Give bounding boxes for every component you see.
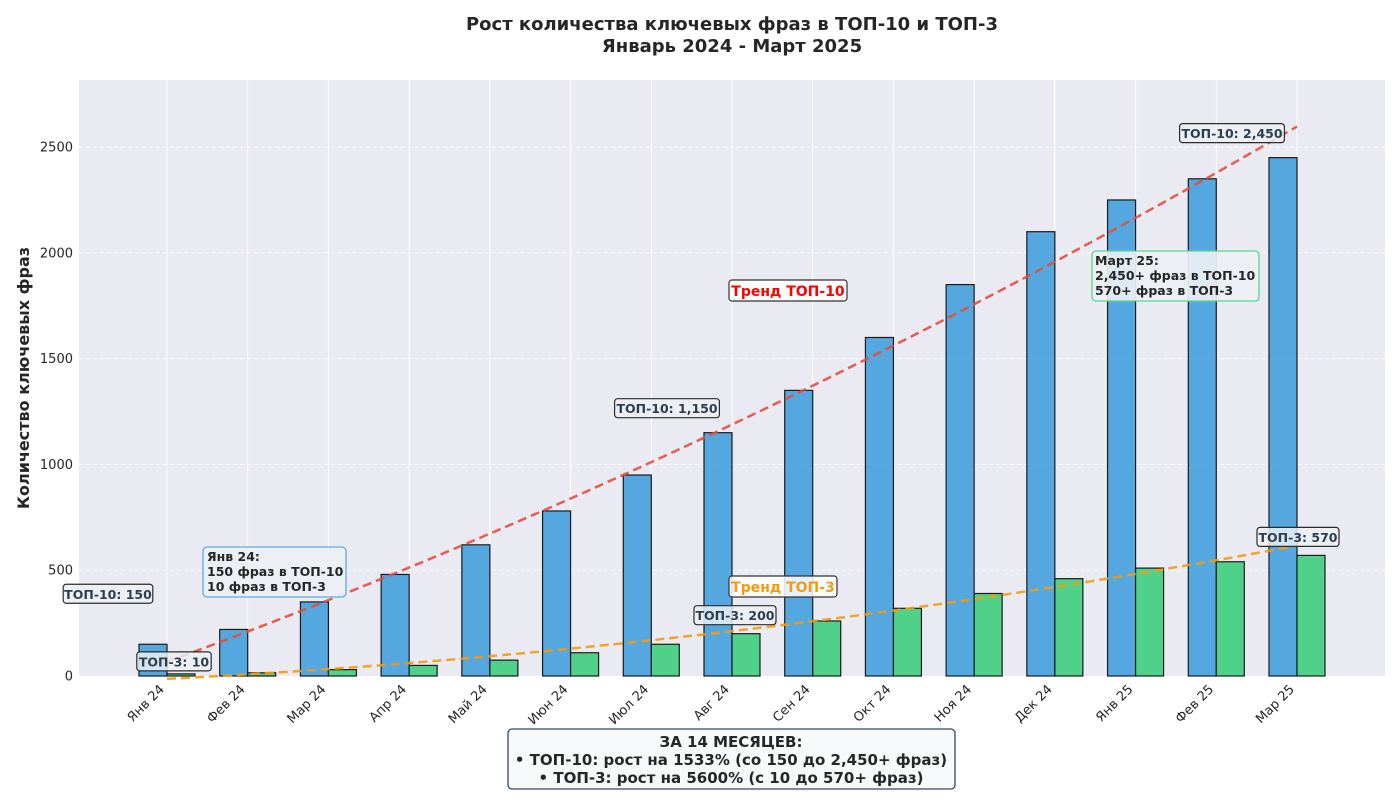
bar-top3 — [812, 620, 842, 677]
bar-top3 — [247, 672, 277, 677]
value-label: ТОП-10: 2,450 — [1178, 123, 1285, 144]
value-label-box — [1178, 123, 1285, 144]
y-tick-label: 500 — [48, 564, 73, 579]
x-axis-ticks: Янв 24 Фев 24 Мар 24 Апр 24 Май 24 Июн 24 Июл … — [125, 682, 1298, 728]
x-tick-label: Фев 24 — [204, 682, 248, 726]
chart-title: Рост количества ключевых фраз в ТОП-10 и… — [466, 14, 998, 35]
bar-top10 — [1268, 157, 1298, 677]
annotation-end: Март 25: 2,450+ фраз в ТОП-10 570+ фраз … — [1091, 250, 1260, 302]
y-axis-label: Количество ключевых фраз — [14, 247, 33, 509]
value-label-box — [1256, 526, 1340, 548]
value-label-box — [613, 398, 720, 419]
bar-top3 — [973, 592, 1003, 677]
value-label: ТОП-10: 150 — [62, 583, 154, 604]
bar-top3 — [166, 673, 196, 677]
bar-top10 — [703, 432, 733, 677]
summary-box: ЗА 14 МЕСЯЦЕВ: • ТОП-10: рост на 1533% (… — [507, 728, 956, 790]
x-tick-label: Дек 24 — [1012, 682, 1056, 726]
bar-top10 — [380, 573, 410, 677]
bar-top10 — [1026, 231, 1056, 677]
y-tick-label: 2000 — [40, 246, 73, 261]
bars — [138, 157, 1326, 677]
y-axis-ticks: 0 500 1000 1500 2000 2500 — [40, 141, 73, 685]
x-tick-label: Мар 24 — [285, 682, 330, 727]
y-tick-label: 1500 — [40, 352, 73, 367]
annotation-start-line-1: Янв 24: — [207, 549, 260, 564]
x-tick-label: Май 24 — [446, 682, 491, 727]
bar-top10 — [299, 601, 330, 677]
summary-line-2: • ТОП-10: рост на 1533% (со 150 до 2,450… — [515, 751, 947, 769]
value-label: ТОП-10: 1,150 — [613, 398, 720, 419]
bar-top3 — [650, 643, 680, 677]
annotation-end-line-1: Март 25: — [1095, 253, 1159, 268]
chart-subtitle: Январь 2024 - Март 2025 — [602, 36, 862, 57]
x-tick-label: Янв 25 — [1093, 682, 1136, 725]
annotation-end-line-2: 2,450+ фраз в ТОП-10 — [1095, 268, 1256, 283]
trend-top10-text: Тренд ТОП-10 — [731, 284, 845, 300]
bar-top3 — [408, 664, 438, 677]
x-tick-label: Мар 25 — [1253, 682, 1298, 727]
bar-top10 — [622, 474, 652, 677]
bar-top3 — [569, 652, 600, 677]
annotation-start-line-3: 10 фраз в ТОП-3 — [207, 579, 326, 594]
bar-top3 — [731, 633, 761, 677]
value-label-text: ТОП-10: 2,450 — [1181, 126, 1282, 141]
y-tick-label: 0 — [65, 670, 73, 685]
x-tick-label: Июл 24 — [606, 682, 652, 728]
annotation-end-line-3: 570+ фраз в ТОП-3 — [1095, 283, 1233, 298]
trend-top10-label: Тренд ТОП-10 — [728, 279, 848, 302]
annotation-start-line-2: 150 фраз в ТОП-10 — [207, 564, 344, 579]
annotation-start: Янв 24: 150 фраз в ТОП-10 10 фраз в ТОП-… — [202, 546, 347, 598]
bar-top3 — [489, 659, 519, 677]
trend-lines — [166, 125, 1298, 681]
bar-top3 — [1054, 578, 1084, 677]
value-label-text: ТОП-10: 1,150 — [616, 401, 717, 416]
value-label-box — [62, 583, 154, 604]
value-label: ТОП-3: 200 — [693, 605, 777, 626]
x-tick-label: Авг 24 — [691, 682, 733, 724]
x-tick-label: Янв 24 — [125, 682, 168, 725]
value-label: ТОП-3: 10 — [136, 651, 212, 672]
value-labels: ТОП-10: 150 ТОП-3: 10 ТОП-10: 1,150 ТОП-3: … — [62, 123, 1340, 672]
y-tick-label: 1000 — [40, 458, 73, 473]
bar-top3 — [1215, 561, 1245, 677]
x-tick-label: Сен 24 — [770, 682, 813, 725]
bar-top10 — [461, 544, 491, 677]
x-tick-label: Фев 25 — [1173, 682, 1217, 726]
bar-top3 — [1134, 567, 1165, 677]
x-tick-label: Июн 24 — [526, 682, 572, 728]
summary-line-3: • ТОП-3: рост на 5600% (с 10 до 570+ фра… — [539, 769, 924, 787]
bar-top3 — [327, 669, 358, 677]
value-label-text: ТОП-3: 10 — [139, 654, 210, 669]
x-tick-label: Окт 24 — [851, 682, 894, 725]
bar-top10 — [945, 283, 975, 677]
value-label-box — [693, 605, 777, 626]
bar-top3 — [1296, 554, 1326, 677]
summary-line-1: ЗА 14 МЕСЯЦЕВ: — [660, 733, 803, 751]
value-label: ТОП-3: 570 — [1256, 526, 1340, 548]
value-label-box — [136, 651, 212, 672]
bar-top10 — [864, 336, 895, 677]
x-tick-label: Ноя 24 — [932, 682, 975, 725]
value-label-text: ТОП-3: 200 — [696, 608, 775, 623]
trend-top3-label: Тренд ТОП-3 — [728, 575, 838, 598]
trend-line-top3 — [166, 544, 1298, 681]
value-label-text: ТОП-3: 570 — [1259, 530, 1338, 545]
x-tick-label: Апр 24 — [367, 682, 410, 725]
trend-line-top10 — [166, 125, 1298, 663]
bar-top10 — [784, 389, 814, 677]
bar-top3 — [892, 607, 923, 677]
y-tick-label: 2500 — [40, 141, 73, 156]
value-label-text: ТОП-10: 150 — [64, 587, 152, 602]
trend-top3-text: Тренд ТОП-3 — [731, 580, 835, 596]
